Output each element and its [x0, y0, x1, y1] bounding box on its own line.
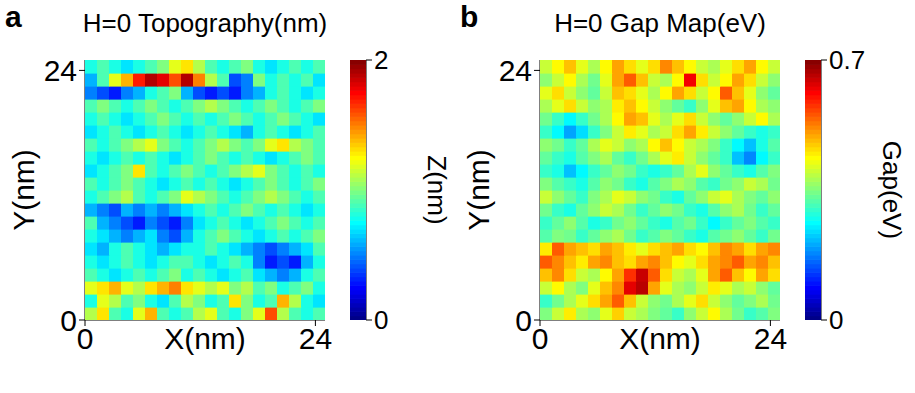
svg-text:24: 24	[754, 322, 787, 355]
html-text:H=0 Gap Map(eV): H=0 Gap Map(eV)	[554, 8, 766, 38]
html-text:H=0 Topography(nm): H=0 Topography(nm)	[82, 8, 328, 38]
svg-text:0: 0	[374, 305, 388, 335]
svg-text:X(nm): X(nm)	[619, 322, 701, 355]
svg-text:0: 0	[77, 322, 94, 355]
svg-text:0: 0	[515, 304, 532, 337]
svg-text:X(nm): X(nm)	[164, 322, 246, 355]
svg-text:24: 24	[44, 54, 77, 87]
svg-text:Y(nm): Y(nm)	[7, 149, 40, 231]
html-text:b: b	[460, 0, 479, 33]
svg-text:0: 0	[532, 322, 549, 355]
svg-text:0: 0	[60, 304, 77, 337]
svg-text:24: 24	[299, 322, 332, 355]
svg-text:24: 24	[499, 54, 532, 87]
svg-text:0: 0	[829, 305, 843, 335]
svg-text:Gap(eV): Gap(eV)	[877, 141, 906, 239]
svg-text:2: 2	[374, 45, 388, 75]
html-text:a: a	[5, 0, 22, 33]
svg-text:Z(nm): Z(nm)	[422, 155, 451, 224]
svg-text:Y(nm): Y(nm)	[462, 149, 495, 231]
svg-text:0.7: 0.7	[829, 45, 865, 75]
